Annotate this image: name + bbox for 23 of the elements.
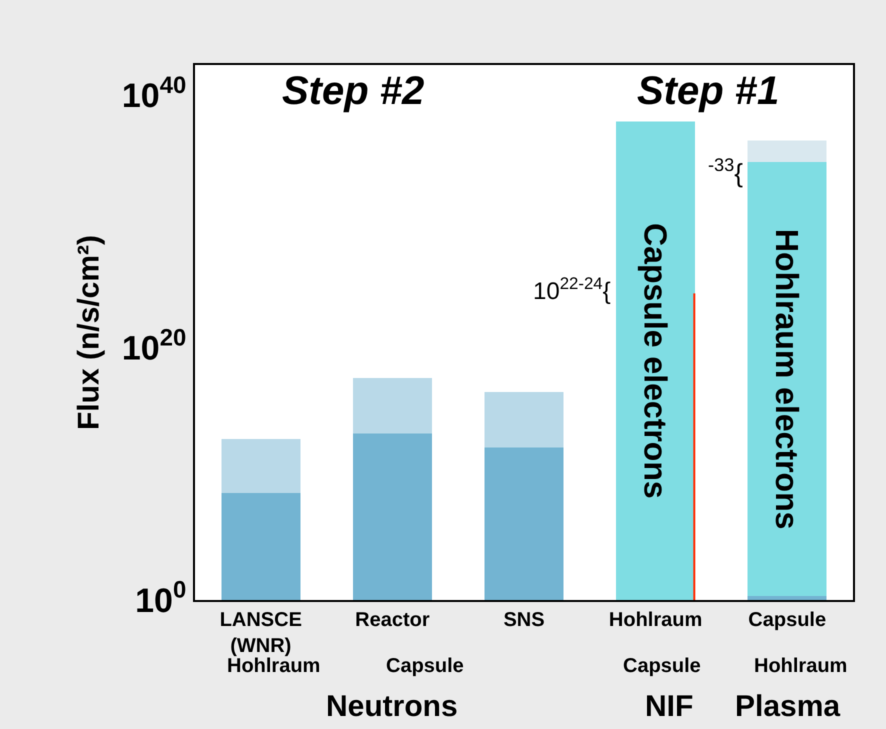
y-axis-title: Flux (n/s/cm²) [72, 234, 106, 430]
text: Capsule [623, 655, 701, 677]
y-tick-label: 10$^{40}$ [122, 72, 186, 116]
series-label: Hohlraum electrons [769, 228, 806, 530]
text: Neutrons [326, 690, 458, 723]
y-tick-label: 10$^{0}$ [135, 576, 186, 620]
x-tick-label: Capsule [748, 609, 826, 631]
annotation: 10$^{22-24}${ [533, 274, 611, 306]
x-tick-label: LANSCE (WNR) [220, 609, 302, 657]
annotation: Step #1 [637, 69, 780, 113]
x-tick-label: Reactor [355, 609, 430, 631]
series-label: Capsule electrons [638, 223, 674, 499]
text: Hohlraum [754, 655, 848, 677]
text: NIF [645, 690, 694, 723]
x-tick-label: SNS [503, 609, 545, 631]
x-tick-label: Hohlraum [608, 609, 702, 631]
text: Capsule [386, 655, 464, 677]
text: Plasma [735, 690, 840, 723]
annotation: Step #2 [282, 69, 424, 113]
y-tick-label: 10$^{20}$ [122, 324, 186, 368]
bar [748, 140, 827, 162]
text: Hohlraum [227, 655, 320, 677]
annotation: $^{-33}${ [708, 155, 744, 188]
